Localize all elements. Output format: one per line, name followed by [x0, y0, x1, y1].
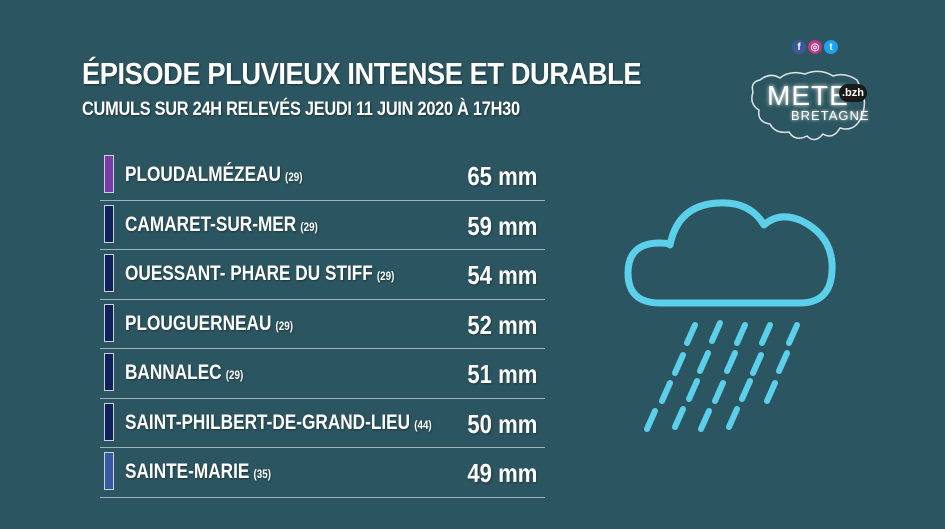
color-marker [104, 254, 114, 292]
department-code: (29) [275, 318, 293, 333]
raindrop [724, 350, 738, 374]
raindrop [672, 352, 686, 376]
brittany-map-icon [751, 70, 866, 141]
instagram-icon[interactable]: ◎ [808, 40, 822, 54]
station-name: SAINT-PHILBERT-DE-GRAND-LIEU (44) [125, 411, 432, 435]
color-marker [104, 353, 114, 391]
rainfall-row: SAINT-PHILBERT-DE-GRAND-LIEU (44) 50 mm [100, 399, 545, 448]
raindrop [726, 406, 740, 430]
rainfall-value: 49 mm [466, 458, 537, 488]
station-label: CAMARET-SUR-MER [125, 212, 297, 236]
raindrop [764, 380, 778, 404]
raindrop [684, 322, 698, 346]
station-label: OUESSANT- PHARE DU STIFF [125, 262, 373, 285]
raindrop [734, 322, 748, 346]
rainfall-value: 51 mm [466, 359, 537, 389]
station-label: PLOUGUERNEAU [125, 311, 272, 335]
rainfall-row: CAMARET-SUR-MER (29) 59 mm [100, 201, 545, 250]
rainfall-row: OUESSANT- PHARE DU STIFF (29) 54 mm [100, 250, 545, 300]
station-label: SAINT-PHILBERT-DE-GRAND-LIEU [125, 410, 411, 434]
station-name: SAINTE-MARIE (35) [125, 460, 271, 484]
color-marker [104, 204, 114, 243]
rainfall-value: 50 mm [466, 408, 537, 439]
raindrop [686, 378, 700, 402]
department-code: (29) [300, 219, 318, 234]
rainfall-row: PLOUDALMÉZEAU (29) 65 mm [100, 150, 545, 201]
raindrop [776, 350, 790, 374]
raindrop [644, 408, 658, 432]
raindrop [697, 350, 711, 374]
raindrop [759, 322, 773, 346]
rainfall-value: 65 mm [466, 161, 537, 191]
station-name: OUESSANT- PHARE DU STIFF (29) [125, 262, 394, 286]
rainfall-value: 59 mm [466, 210, 537, 241]
rainfall-row: PLOUGUERNEAU (29) 52 mm [100, 300, 545, 349]
page-title: ÉPISODE PLUVIEUX INTENSE ET DURABLE [82, 56, 642, 91]
rainfall-value: 54 mm [466, 260, 537, 290]
logo-text-bretagne: BRETAGNE [791, 108, 870, 123]
color-marker [104, 303, 114, 342]
raindrop [739, 378, 753, 402]
station-label: BANNALEC [125, 361, 222, 384]
raindrop [709, 320, 723, 344]
raindrop [750, 352, 764, 376]
twitter-icon[interactable]: t [824, 40, 838, 54]
logo-text-mete: METE [767, 80, 849, 111]
page-subtitle: CUMULS SUR 24H RELEVÉS JEUDI 11 JUIN 202… [82, 99, 520, 120]
facebook-icon[interactable]: f [792, 40, 806, 54]
station-name: BANNALEC (29) [125, 361, 243, 385]
rainfall-row: BANNALEC (29) 51 mm [100, 349, 545, 399]
brand-logo: METE .bzh BRETAGNE [745, 62, 880, 147]
raindrop [672, 406, 686, 430]
station-label: PLOUDALMÉZEAU [125, 163, 281, 186]
rain-cloud-icon [624, 199, 836, 432]
station-name: PLOUGUERNEAU (29) [125, 312, 293, 336]
color-marker [104, 155, 114, 193]
station-name: PLOUDALMÉZEAU (29) [125, 163, 303, 187]
station-name: CAMARET-SUR-MER (29) [125, 213, 318, 237]
raindrop [786, 322, 800, 346]
department-code: (29) [376, 269, 395, 283]
social-links: f ◎ t [792, 40, 838, 54]
color-marker [104, 452, 114, 490]
department-code: (44) [414, 417, 432, 432]
department-code: (29) [285, 170, 303, 184]
color-marker [104, 402, 114, 441]
raindrop [712, 380, 726, 404]
raindrop [698, 408, 712, 432]
department-code: (29) [225, 368, 244, 382]
department-code: (35) [253, 467, 271, 481]
rainfall-list: PLOUDALMÉZEAU (29) 65 mm CAMARET-SUR-MER (29… [100, 150, 545, 498]
rainfall-row: SAINTE-MARIE (35) 49 mm [100, 448, 545, 498]
rainfall-value: 52 mm [466, 309, 537, 340]
logo-badge: .bzh [839, 84, 867, 102]
station-label: SAINTE-MARIE [125, 460, 250, 483]
raindrop [659, 380, 673, 404]
